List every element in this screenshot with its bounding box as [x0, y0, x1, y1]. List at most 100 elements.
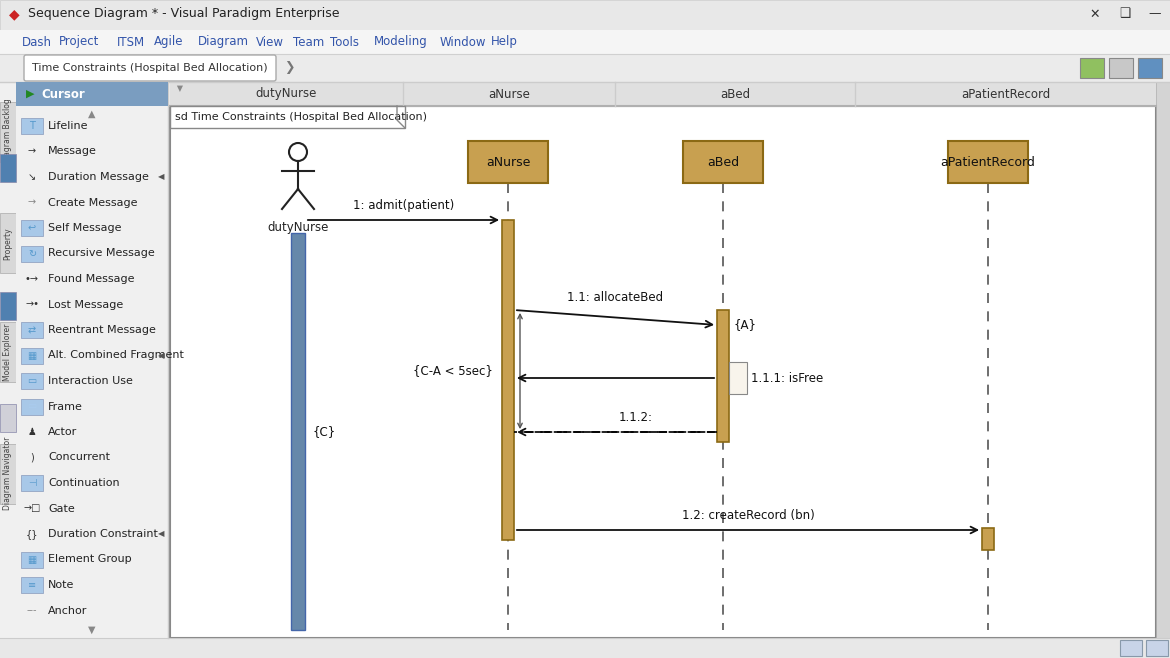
- Text: Note: Note: [48, 580, 75, 590]
- Text: Duration Constraint: Duration Constraint: [48, 529, 158, 539]
- Text: 1.1: allocateBed: 1.1: allocateBed: [567, 291, 663, 304]
- Bar: [21, 577, 43, 593]
- Text: ⊣: ⊣: [28, 478, 36, 488]
- Text: ): ): [30, 453, 34, 463]
- Text: Continuation: Continuation: [48, 478, 119, 488]
- Text: ▦: ▦: [27, 351, 36, 361]
- Text: ◀: ◀: [158, 530, 165, 538]
- Bar: [1109, 58, 1133, 78]
- Text: {A}: {A}: [734, 318, 757, 332]
- Text: Lifeline: Lifeline: [48, 121, 89, 131]
- Text: 1.1.1: isFree: 1.1.1: isFree: [751, 372, 824, 384]
- Text: T: T: [29, 121, 35, 131]
- Text: Create Message: Create Message: [48, 197, 138, 207]
- Text: Project: Project: [58, 36, 99, 49]
- Text: Reentrant Message: Reentrant Message: [48, 325, 156, 335]
- Text: Interaction Use: Interaction Use: [48, 376, 133, 386]
- Text: ↘: ↘: [28, 172, 36, 182]
- Text: aPatientRecord: aPatientRecord: [961, 88, 1051, 101]
- Text: Property: Property: [4, 227, 13, 260]
- Text: Alt. Combined Fragment: Alt. Combined Fragment: [48, 351, 184, 361]
- Text: ⇄: ⇄: [28, 325, 36, 335]
- Text: —: —: [1149, 7, 1162, 20]
- Bar: [0, 54, 1170, 82]
- Bar: [0, 101, 16, 162]
- Bar: [21, 475, 43, 491]
- Bar: [170, 82, 1156, 106]
- Bar: [0, 30, 1170, 54]
- Text: aBed: aBed: [707, 155, 739, 168]
- Bar: [16, 82, 168, 106]
- Text: ▼: ▼: [88, 625, 96, 635]
- Bar: [170, 106, 1156, 638]
- Text: Sequence Diagram * - Visual Paradigm Enterprise: Sequence Diagram * - Visual Paradigm Ent…: [28, 7, 339, 20]
- Bar: [21, 399, 43, 415]
- Bar: [21, 118, 43, 134]
- Text: ◀: ◀: [176, 85, 185, 91]
- Text: {}: {}: [26, 529, 39, 539]
- Text: Modeling: Modeling: [374, 36, 428, 49]
- Text: Recursive Message: Recursive Message: [48, 249, 154, 259]
- Text: Anchor: Anchor: [48, 605, 88, 615]
- Text: ↩: ↩: [28, 223, 36, 233]
- Text: ▦: ▦: [27, 555, 36, 565]
- Text: Duration Message: Duration Message: [48, 172, 149, 182]
- Bar: [16, 82, 168, 638]
- Text: ≡: ≡: [28, 580, 36, 590]
- Bar: [0, 292, 16, 320]
- Bar: [21, 245, 43, 261]
- Text: ◆: ◆: [8, 7, 20, 21]
- Text: →: →: [28, 197, 36, 207]
- Text: Self Message: Self Message: [48, 223, 122, 233]
- Text: ▶: ▶: [26, 89, 34, 99]
- Text: Concurrent: Concurrent: [48, 453, 110, 463]
- Text: ♟: ♟: [28, 427, 36, 437]
- Bar: [1120, 640, 1142, 656]
- Bar: [1156, 82, 1170, 638]
- Bar: [982, 528, 994, 550]
- Text: ❯: ❯: [284, 61, 295, 74]
- Text: View: View: [256, 36, 284, 49]
- Text: ◀: ◀: [158, 351, 165, 360]
- Bar: [170, 106, 405, 128]
- Text: Diagram Navigator: Diagram Navigator: [4, 437, 13, 511]
- Text: ❑: ❑: [1120, 7, 1130, 20]
- FancyBboxPatch shape: [25, 55, 276, 81]
- Bar: [1138, 58, 1162, 78]
- Text: Agile: Agile: [154, 36, 184, 49]
- Bar: [1080, 58, 1104, 78]
- Text: Window: Window: [440, 36, 486, 49]
- Text: ▭: ▭: [27, 401, 36, 411]
- Text: Time Constraints (Hospital Bed Allocation): Time Constraints (Hospital Bed Allocatio…: [33, 63, 268, 73]
- Text: aBed: aBed: [720, 88, 750, 101]
- Text: Help: Help: [490, 36, 517, 49]
- Text: ↻: ↻: [28, 249, 36, 259]
- Text: Lost Message: Lost Message: [48, 299, 123, 309]
- Bar: [21, 220, 43, 236]
- Text: aNurse: aNurse: [488, 88, 530, 101]
- Text: Diagram Backlog: Diagram Backlog: [4, 99, 13, 164]
- Text: ◀: ◀: [158, 172, 165, 182]
- Bar: [0, 404, 16, 432]
- Text: 1.2: createRecord (bn): 1.2: createRecord (bn): [682, 509, 814, 522]
- Text: ITSM: ITSM: [117, 36, 145, 49]
- Bar: [291, 233, 305, 630]
- Bar: [502, 220, 514, 540]
- Bar: [0, 154, 16, 182]
- Text: dutyNurse: dutyNurse: [256, 88, 317, 101]
- Text: Gate: Gate: [48, 503, 75, 513]
- Bar: [0, 638, 1170, 658]
- Text: dutyNurse: dutyNurse: [267, 221, 329, 234]
- Text: Actor: Actor: [48, 427, 77, 437]
- Text: Message: Message: [48, 147, 97, 157]
- Bar: [717, 310, 729, 442]
- Text: Found Message: Found Message: [48, 274, 135, 284]
- Text: sd Time Constraints (Hospital Bed Allocation): sd Time Constraints (Hospital Bed Alloca…: [176, 112, 427, 122]
- Bar: [21, 347, 43, 363]
- Text: ---: ---: [27, 605, 37, 615]
- Bar: [21, 322, 43, 338]
- Bar: [21, 373, 43, 389]
- Text: ▭: ▭: [27, 376, 36, 386]
- Text: Element Group: Element Group: [48, 555, 131, 565]
- Bar: [468, 141, 548, 183]
